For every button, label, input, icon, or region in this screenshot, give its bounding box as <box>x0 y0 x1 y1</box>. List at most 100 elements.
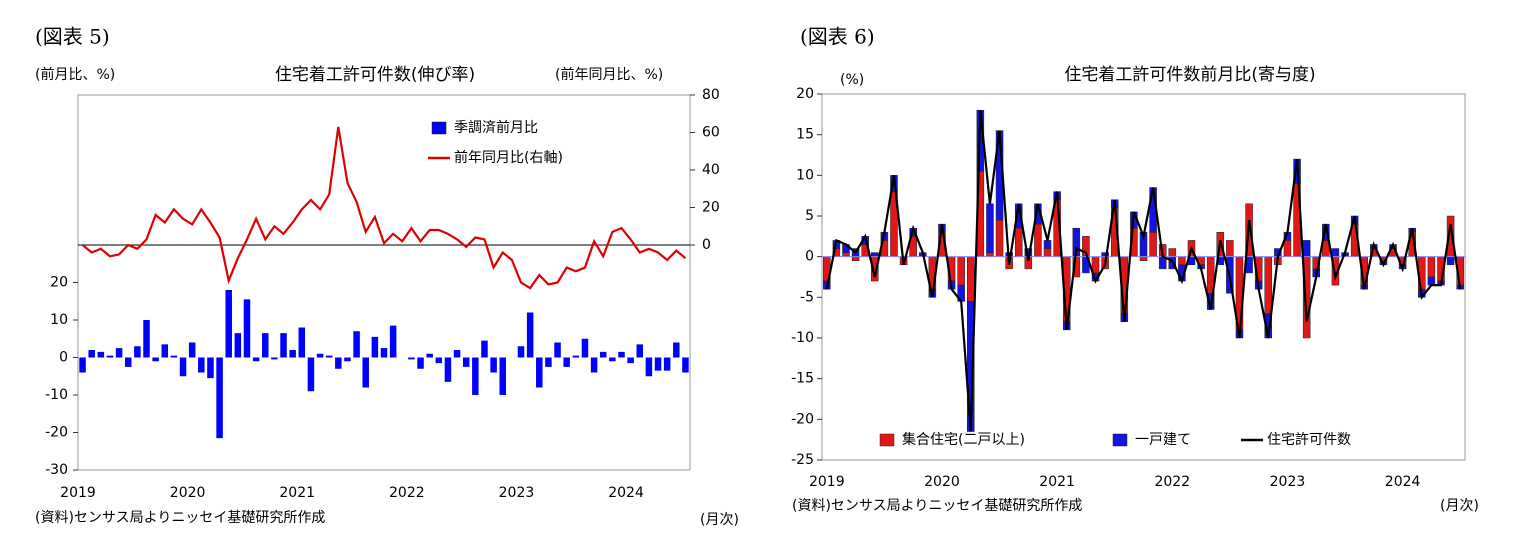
figure-label: (図表 6) <box>800 25 875 49</box>
bar <box>499 357 506 395</box>
bar <box>645 357 653 377</box>
bar <box>517 346 525 358</box>
bar <box>325 355 333 358</box>
bar <box>673 342 680 358</box>
bar <box>179 357 187 377</box>
x-tick-label: 2020 <box>170 485 206 501</box>
y2-tick-label: 60 <box>702 125 720 141</box>
bar <box>545 357 552 367</box>
bar <box>106 355 114 358</box>
y2-tick-label: 80 <box>702 87 720 103</box>
chart-title: 住宅着工許可件数前月比(寄与度) <box>1064 65 1315 85</box>
bar <box>481 340 488 358</box>
line-series <box>825 110 1462 432</box>
bar <box>590 357 598 373</box>
y-tick-label: 15 <box>796 127 814 143</box>
x-axis-label: (月次) <box>1440 498 1479 514</box>
bar <box>627 357 634 364</box>
chart-title: 住宅着工許可件数(伸び率) <box>275 65 475 85</box>
bar <box>243 299 251 358</box>
bar <box>435 357 443 364</box>
legend-label: 住宅許可件数 <box>1267 432 1351 448</box>
bar <box>307 357 315 392</box>
legend-label: 季調済前月比 <box>454 119 538 136</box>
bar <box>1264 256 1273 314</box>
bar <box>389 325 397 358</box>
bar <box>362 357 369 388</box>
bar <box>97 351 105 358</box>
bar <box>280 333 287 358</box>
legend-label: 集合住宅(二戸以上) <box>902 431 1025 448</box>
bar <box>957 256 965 286</box>
y-axis-label: (前月比、%) <box>35 66 115 83</box>
x-tick-label: 2019 <box>60 485 96 501</box>
bar <box>636 344 644 358</box>
bar <box>1168 248 1177 257</box>
y2-axis-label: (前年同月比、%) <box>555 66 663 83</box>
y-tick-label: -10 <box>791 330 814 346</box>
bar <box>967 256 975 302</box>
bar <box>353 331 360 358</box>
x-tick-label: 2023 <box>499 485 535 501</box>
x-tick-label: 2023 <box>1270 474 1306 490</box>
y-tick-label: 5 <box>805 208 814 224</box>
bar <box>1427 256 1436 278</box>
legend-swatch <box>879 433 895 447</box>
bar <box>152 357 159 362</box>
bar <box>986 252 994 257</box>
source-note: (資料)センサス局よりニッセイ基礎研究所作成 <box>792 497 1082 514</box>
bar <box>986 203 994 253</box>
y2-tick-label: 0 <box>702 237 711 253</box>
bar <box>344 357 351 362</box>
bar <box>490 357 497 373</box>
y-tick-label: -15 <box>791 371 814 387</box>
x-tick-label: 2022 <box>389 485 425 501</box>
bar <box>663 357 671 371</box>
bar <box>79 357 86 373</box>
bar <box>682 357 689 373</box>
bar <box>618 351 625 358</box>
bar <box>335 357 342 369</box>
bar <box>207 357 214 379</box>
bar <box>1226 240 1234 257</box>
bar <box>536 357 543 388</box>
bar <box>462 357 470 367</box>
figure-label: (図表 5) <box>35 25 110 49</box>
y-tick-label: -5 <box>800 289 814 305</box>
bar <box>472 357 479 395</box>
bar <box>417 357 424 369</box>
bar <box>262 333 269 358</box>
bar <box>188 342 196 358</box>
bar <box>871 252 879 257</box>
bar <box>161 344 169 358</box>
bar <box>234 333 242 358</box>
x-tick-label: 2021 <box>1039 474 1075 490</box>
y-tick-label: -30 <box>45 462 68 478</box>
bar <box>316 353 324 358</box>
bar <box>289 350 296 358</box>
y-tick-label: -25 <box>791 452 814 468</box>
legend-label: 一戸建て <box>1135 432 1191 448</box>
bar <box>609 357 616 362</box>
y-tick-label: 10 <box>50 312 68 328</box>
bar <box>143 320 150 358</box>
bar <box>453 350 461 358</box>
source-note: (資料)センサス局よりニッセイ基礎研究所作成 <box>35 509 325 526</box>
bar <box>995 219 1004 257</box>
bar <box>225 290 232 358</box>
bar <box>426 353 433 358</box>
y-tick-label: 20 <box>50 275 68 291</box>
x-tick-label: 2024 <box>608 485 644 501</box>
bar <box>444 357 452 382</box>
y-tick-label: 10 <box>796 167 814 183</box>
y-tick-label: -20 <box>791 411 814 427</box>
bar <box>371 336 379 358</box>
x-tick-label: 2022 <box>1154 474 1190 490</box>
bar <box>134 346 141 358</box>
bar <box>124 357 132 367</box>
bar <box>1283 240 1292 257</box>
x-tick-label: 2021 <box>279 485 315 501</box>
x-tick-label: 2020 <box>924 474 960 490</box>
bar <box>170 355 178 358</box>
bar <box>115 348 123 358</box>
